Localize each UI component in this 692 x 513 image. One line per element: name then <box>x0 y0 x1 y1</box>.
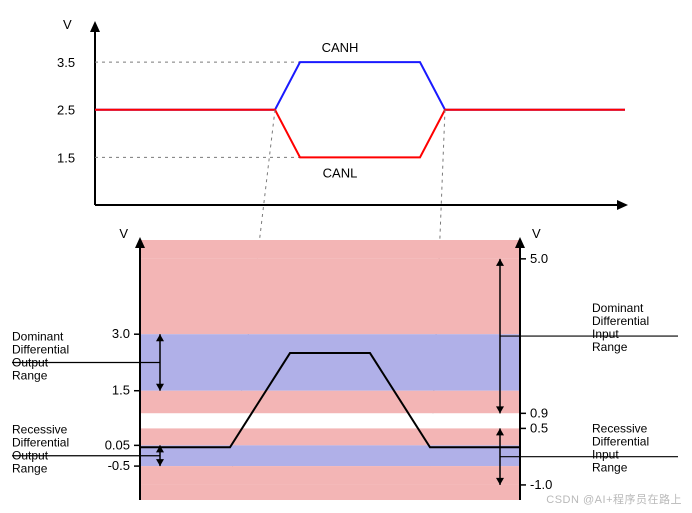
svg-text:0.5: 0.5 <box>530 420 548 435</box>
svg-text:RecessiveDifferentialOutputRan: RecessiveDifferentialOutputRange <box>12 423 69 476</box>
svg-text:CANH: CANH <box>322 40 359 55</box>
svg-text:V: V <box>119 226 128 241</box>
diagram-svg: V 3.5 2.5 1.5 CANH CANL V V 3.0 1.5 0.05 -0.5 5.0 0.9… <box>0 0 692 513</box>
svg-text:-1.0: -1.0 <box>530 477 552 492</box>
svg-text:3.5: 3.5 <box>57 55 75 70</box>
svg-text:V: V <box>63 17 72 32</box>
svg-text:0.05: 0.05 <box>105 437 130 452</box>
svg-text:2.5: 2.5 <box>57 103 75 118</box>
svg-text:1.5: 1.5 <box>112 383 130 398</box>
svg-text:CANL: CANL <box>323 165 358 180</box>
svg-text:5.0: 5.0 <box>530 251 548 266</box>
svg-text:1.5: 1.5 <box>57 150 75 165</box>
svg-text:DominantDifferentialInputRange: DominantDifferentialInputRange <box>592 301 649 354</box>
svg-text:3.0: 3.0 <box>112 326 130 341</box>
svg-text:DominantDifferentialOutputRang: DominantDifferentialOutputRange <box>12 329 69 382</box>
svg-text:-0.5: -0.5 <box>108 458 130 473</box>
svg-text:V: V <box>532 226 541 241</box>
svg-text:RecessiveDifferentialInputRang: RecessiveDifferentialInputRange <box>592 422 649 475</box>
svg-text:0.9: 0.9 <box>530 405 548 420</box>
